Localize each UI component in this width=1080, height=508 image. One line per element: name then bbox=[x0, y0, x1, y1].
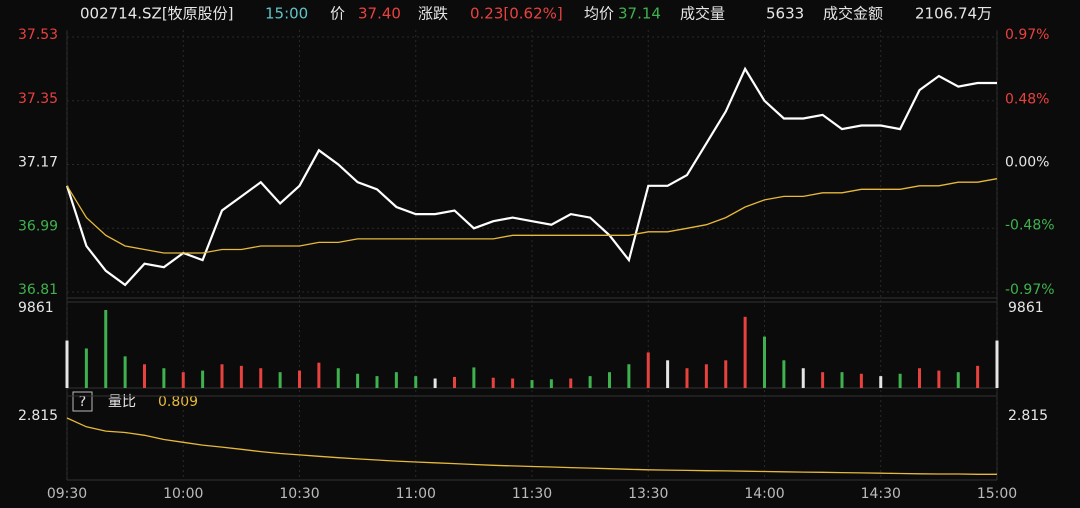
volume-bar bbox=[317, 362, 321, 388]
volume-bar bbox=[666, 360, 670, 388]
x-tick-label: 14:00 bbox=[744, 486, 784, 502]
x-tick-label: 14:30 bbox=[861, 486, 901, 502]
volume-label: 成交量 bbox=[680, 5, 725, 23]
y2-tick-label: 0.97% bbox=[1005, 27, 1049, 43]
price-line bbox=[65, 66, 997, 287]
ratio-label: 量比 bbox=[108, 394, 136, 410]
volume-bar bbox=[549, 379, 553, 388]
volume-bar bbox=[588, 376, 592, 388]
volume-bar bbox=[763, 336, 766, 388]
volume-bar bbox=[956, 372, 960, 388]
volume-bar bbox=[821, 372, 825, 388]
volume-bar bbox=[336, 368, 340, 388]
volume-bar bbox=[181, 372, 185, 388]
volume-bar bbox=[918, 368, 921, 388]
x-tick-label: 10:30 bbox=[279, 486, 319, 502]
price-label: 价 bbox=[330, 5, 345, 23]
y-tick-label: 37.53 bbox=[18, 27, 58, 43]
help-icon[interactable]: ? bbox=[79, 394, 86, 410]
volume-bar bbox=[162, 368, 166, 388]
volume-bar bbox=[453, 376, 456, 388]
y2-tick-label: -0.48% bbox=[1005, 218, 1055, 234]
price-line bbox=[66, 178, 998, 254]
volume-bar bbox=[530, 380, 534, 388]
stock-code: 002714.SZ[牧原股份] bbox=[80, 5, 234, 23]
volume-bar bbox=[143, 364, 146, 388]
x-tick-label: 11:00 bbox=[396, 486, 436, 502]
volume-bar bbox=[220, 364, 224, 388]
volume-bar bbox=[995, 340, 999, 388]
volume-bar bbox=[239, 365, 243, 388]
price-line bbox=[66, 417, 997, 475]
y-tick-label: 2.815 bbox=[18, 408, 58, 424]
x-tick-label: 13:30 bbox=[628, 486, 668, 502]
volume-bar bbox=[782, 360, 786, 388]
y-tick-label-right: 9861 bbox=[1008, 300, 1044, 316]
volume-bar bbox=[259, 368, 263, 388]
volume-bar bbox=[511, 378, 515, 388]
change: 0.23[0.62%] bbox=[470, 5, 563, 23]
volume-bar bbox=[278, 372, 282, 388]
volume-bar bbox=[104, 310, 108, 388]
help-box[interactable] bbox=[72, 391, 93, 412]
volume-bar bbox=[743, 316, 747, 388]
volume-bar bbox=[356, 373, 360, 388]
x-tick-label: 11:30 bbox=[512, 486, 552, 502]
volume-bar bbox=[472, 367, 476, 388]
volume-bar bbox=[976, 365, 980, 388]
volume-bar bbox=[394, 372, 398, 388]
volume-bar bbox=[724, 360, 728, 388]
time: 15:00 bbox=[265, 5, 308, 23]
volume-bar bbox=[298, 370, 301, 388]
volume-bar bbox=[937, 370, 941, 388]
y-tick-label: 37.17 bbox=[18, 155, 58, 171]
volume-bar bbox=[879, 376, 883, 388]
y-tick-label-right: 2.815 bbox=[1008, 408, 1048, 424]
volume-bar bbox=[375, 376, 379, 388]
volume-bar bbox=[414, 376, 418, 388]
x-tick-label: 15:00 bbox=[977, 486, 1017, 502]
y-tick-label: 36.81 bbox=[18, 282, 58, 298]
avg-label: 均价 bbox=[584, 5, 614, 23]
volume-bar bbox=[201, 370, 205, 388]
y-tick-label: 9861 bbox=[18, 300, 54, 316]
amount-label: 成交金额 bbox=[823, 5, 883, 23]
change-label: 涨跌 bbox=[418, 5, 448, 23]
ratio-value: 0.809 bbox=[158, 394, 198, 410]
avg: 37.14 bbox=[618, 5, 661, 23]
y2-tick-label: -0.97% bbox=[1005, 282, 1055, 298]
volume-bar bbox=[491, 377, 495, 388]
volume-bar bbox=[433, 378, 437, 388]
volume-bar bbox=[608, 372, 611, 388]
volume-bar bbox=[627, 364, 631, 388]
y-tick-label: 37.35 bbox=[18, 91, 58, 107]
volume-bar bbox=[685, 368, 689, 388]
volume-bar bbox=[569, 378, 573, 388]
y2-tick-label: 0.00% bbox=[1005, 155, 1049, 171]
volume-bar bbox=[84, 348, 88, 388]
y2-tick-label: 0.48% bbox=[1005, 91, 1049, 107]
y-tick-label: 36.99 bbox=[18, 218, 58, 234]
volume-bar bbox=[840, 372, 844, 388]
volume-bar bbox=[898, 373, 902, 388]
price: 37.40 bbox=[358, 5, 401, 23]
x-tick-label: 10:00 bbox=[163, 486, 203, 502]
volume-bar bbox=[859, 373, 863, 388]
volume-bar bbox=[646, 352, 650, 388]
volume-bar bbox=[65, 340, 69, 388]
volume: 5633 bbox=[766, 5, 804, 23]
volume-bar bbox=[704, 364, 708, 388]
volume-bar bbox=[801, 368, 805, 388]
amount: 2106.74万 bbox=[915, 5, 992, 23]
x-tick-label: 09:30 bbox=[47, 486, 87, 502]
volume-bar bbox=[123, 356, 127, 388]
